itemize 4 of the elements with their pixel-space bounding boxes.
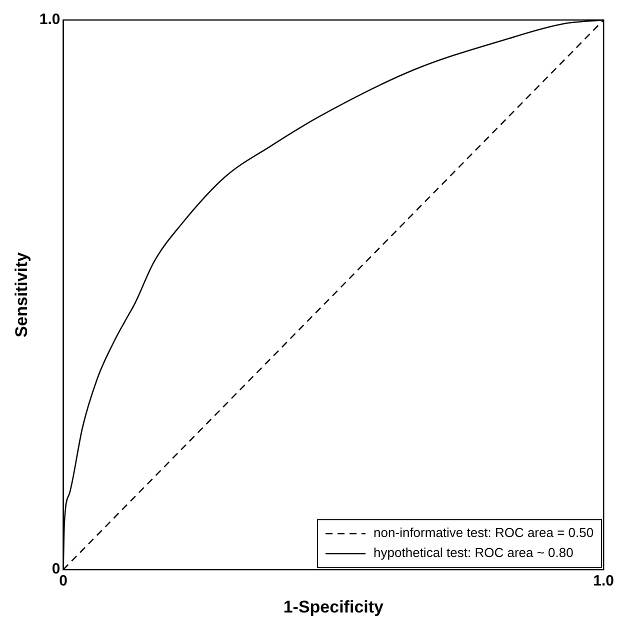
y-axis-title: Sensitivity [12, 252, 31, 338]
legend-label: hypothetical test: ROC area ~ 0.80 [374, 545, 574, 560]
x-axis-title: 1-Specificity [283, 597, 384, 616]
legend-label: non-informative test: ROC area = 0.50 [374, 525, 594, 540]
